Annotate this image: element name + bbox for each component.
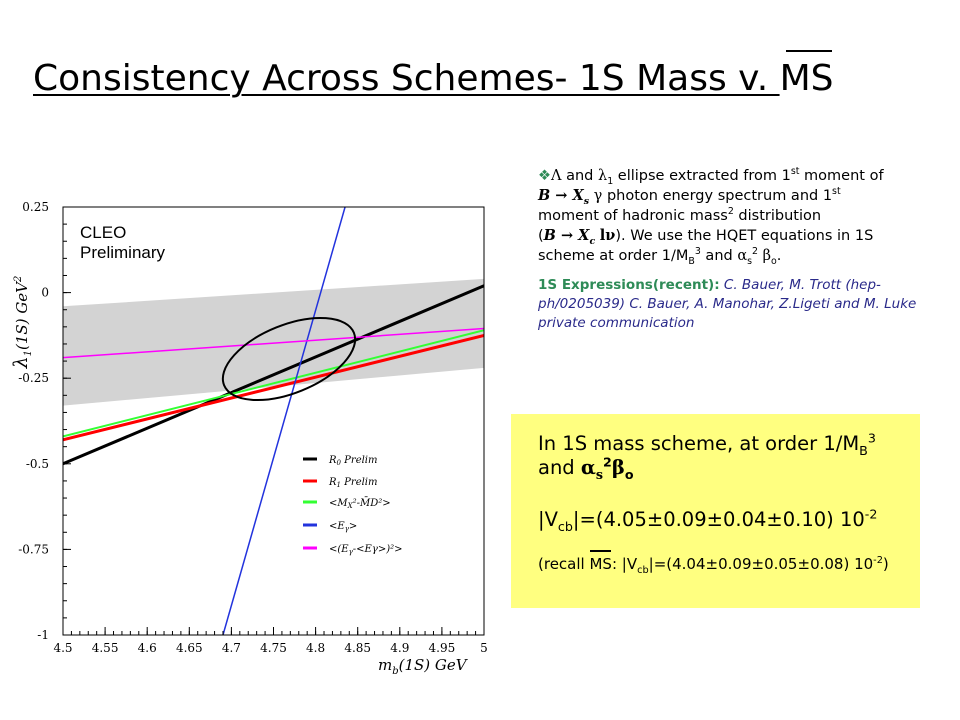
preliminary-label: Preliminary [80,243,166,262]
legend-item-egamma-var: <(Eγ-<Eγ>)²> [303,544,402,556]
title-ms-overline: MS [779,50,834,99]
description-text: ❖Λ and λ1 ellipse extracted from 1st mom… [538,166,938,333]
summary-box: In 1S mass scheme, at order 1/MB3 and αs… [511,414,920,608]
page-title: Consistency Across Schemes- 1S Mass v. M… [33,50,834,99]
svg-text:<(Eγ-<Eγ>)²>: <(Eγ-<Eγ>)²> [329,544,402,556]
x-tick-label: 4.5 [53,641,72,655]
x-tick-label: 4.55 [92,641,119,655]
chart: 4.5 4.55 4.6 4.65 4.7 4.75 4.8 4.85 4.9 4.95 5 0.25… [10,200,488,677]
svg-text:R0 Prelim: R0 Prelim [328,455,377,467]
legend-item-mx: <MX²-M̄D²> [303,497,391,510]
x-tick-label: 4.6 [138,641,157,655]
svg-text:<Eγ>: <Eγ> [329,521,357,533]
x-tick-label: 4.7 [222,641,241,655]
cleo-label: CLEO [80,223,126,242]
x-tick-label: 4.75 [260,641,287,655]
y-tick-label: 0 [41,286,49,300]
bullet-paragraph: ❖Λ and λ1 ellipse extracted from 1st mom… [538,166,884,267]
series-egamma-line [222,207,346,635]
y-tick-label: -1 [37,628,49,642]
x-tick-label: 4.65 [176,641,203,655]
fit-ellipse [221,316,357,402]
summary-vcb-result: |Vcb|=(4.05±0.09±0.04±0.10) 10-2 [538,506,878,534]
x-tick-label: 4.8 [306,641,325,655]
x-tick-label: 4.85 [344,641,371,655]
y-tick-label: -0.5 [26,457,49,471]
svg-text:<MX²-M̄D²>: <MX²-M̄D²> [329,497,391,510]
uncertainty-band [63,278,484,406]
x-tick-label: 4.95 [429,641,456,655]
y-tick-label: -0.25 [18,371,49,385]
series-egamma-var-line [63,327,484,359]
summary-vcb-recall: (recall MS: |Vcb|=(4.04±0.09±0.05±0.08) … [538,550,889,576]
legend: R0 Prelim R1 Prelim <MX²-M̄D²> <Eγ> <(Eγ… [303,455,402,556]
summary-order: In 1S mass scheme, at order 1/MB3 and αs… [538,430,876,482]
series-r1-line [63,333,484,442]
y-tick-label: -0.75 [18,542,49,556]
y-axis-label: λ1(1S) GeV2 [10,276,34,370]
legend-item-r1: R1 Prelim [303,477,377,489]
axis-ticks: 4.5 4.55 4.6 4.65 4.7 4.75 4.8 4.85 4.9 4.95 5 0.25… [18,200,488,655]
references: 1S Expressions(recent): C. Bauer, M. Tro… [538,277,917,331]
svg-text:R1 Prelim: R1 Prelim [328,477,377,489]
x-axis-label: mb(1S) GeV [378,656,469,677]
series-r0-line [63,284,484,466]
x-tick-label: 4.9 [390,641,409,655]
series-mx-line [63,329,484,438]
bullet-marker: ❖ [538,168,551,184]
legend-item-egamma: <Eγ> [303,521,357,533]
legend-item-r0: R0 Prelim [303,455,377,467]
x-tick-label: 5 [480,641,488,655]
y-tick-label: 0.25 [22,200,49,214]
